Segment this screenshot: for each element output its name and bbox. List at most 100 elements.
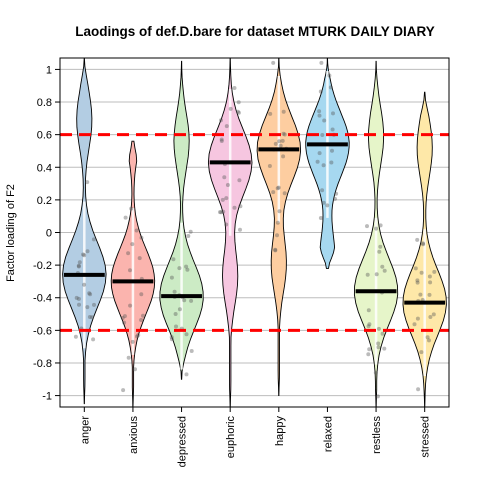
data-point bbox=[77, 302, 81, 307]
data-point bbox=[282, 132, 287, 137]
data-point bbox=[365, 272, 370, 277]
y-tick-label: 0.8 bbox=[37, 97, 52, 109]
data-point bbox=[129, 206, 134, 211]
data-point bbox=[236, 110, 241, 115]
data-point bbox=[228, 106, 233, 111]
data-point bbox=[130, 339, 135, 344]
data-point bbox=[334, 191, 339, 196]
mean-bars bbox=[63, 142, 446, 305]
data-point bbox=[419, 270, 424, 275]
data-point bbox=[419, 350, 424, 355]
data-point bbox=[82, 282, 87, 287]
data-point bbox=[365, 224, 369, 229]
data-point bbox=[317, 113, 322, 118]
data-point bbox=[328, 85, 333, 90]
data-point bbox=[173, 312, 178, 316]
data-point bbox=[120, 316, 125, 320]
data-point bbox=[122, 320, 127, 325]
data-point bbox=[281, 109, 286, 114]
data-point bbox=[219, 118, 223, 123]
data-point bbox=[136, 333, 141, 338]
data-point bbox=[322, 118, 327, 123]
x-tick-label: happy bbox=[274, 416, 286, 446]
data-point bbox=[137, 256, 142, 261]
data-point bbox=[329, 160, 334, 165]
data-point bbox=[415, 237, 420, 242]
data-point bbox=[267, 164, 272, 168]
violin-happy bbox=[256, 57, 302, 397]
data-point bbox=[427, 338, 431, 343]
data-point bbox=[375, 394, 380, 399]
y-tick-label: 1 bbox=[46, 64, 52, 76]
data-point bbox=[171, 257, 176, 262]
data-point bbox=[222, 175, 227, 180]
data-point bbox=[88, 292, 93, 297]
x-tick-label: euphoric bbox=[225, 416, 237, 459]
data-point bbox=[219, 210, 224, 215]
data-point bbox=[382, 268, 387, 273]
data-point bbox=[169, 335, 174, 340]
data-point bbox=[169, 275, 174, 280]
data-point bbox=[73, 334, 78, 339]
data-point bbox=[366, 308, 371, 313]
data-point bbox=[273, 248, 278, 253]
data-point bbox=[280, 138, 285, 143]
data-point bbox=[221, 209, 226, 214]
data-point bbox=[273, 141, 278, 146]
data-point bbox=[77, 260, 82, 265]
data-point bbox=[415, 280, 420, 285]
data-point bbox=[236, 100, 241, 105]
data-point bbox=[141, 313, 145, 318]
violin-layer bbox=[62, 57, 447, 408]
data-point bbox=[220, 197, 225, 202]
data-point bbox=[425, 335, 430, 340]
data-point bbox=[177, 266, 182, 271]
data-point bbox=[185, 267, 190, 272]
y-tick-label: 0.2 bbox=[37, 195, 52, 207]
data-point bbox=[273, 247, 278, 252]
data-point bbox=[184, 264, 189, 269]
y-tick-label: 0 bbox=[46, 228, 52, 240]
data-point bbox=[271, 60, 276, 65]
data-point bbox=[376, 345, 381, 350]
x-axis: anger anxious depressed euphoric happy relaxe… bbox=[79, 407, 432, 467]
y-axis-label: Factor loading of F2 bbox=[5, 184, 17, 282]
x-tick-label: anxious bbox=[128, 416, 140, 454]
data-point bbox=[174, 324, 178, 329]
data-point bbox=[333, 196, 337, 201]
data-point bbox=[133, 367, 137, 372]
data-point bbox=[315, 159, 320, 164]
data-point bbox=[139, 292, 144, 297]
data-point bbox=[330, 127, 335, 132]
data-point bbox=[321, 200, 326, 205]
data-point bbox=[376, 326, 381, 331]
data-point bbox=[87, 315, 92, 319]
data-point bbox=[134, 228, 139, 233]
data-point bbox=[327, 73, 332, 78]
data-point bbox=[232, 86, 237, 90]
y-tick-label: -0.6 bbox=[33, 325, 52, 337]
violin-depressed bbox=[159, 60, 204, 380]
data-point bbox=[378, 223, 383, 228]
data-point bbox=[238, 204, 243, 209]
data-point bbox=[271, 190, 276, 195]
y-tick-label: -0.2 bbox=[33, 260, 52, 272]
data-point bbox=[318, 89, 323, 94]
data-point bbox=[225, 183, 230, 187]
data-point bbox=[219, 139, 224, 143]
x-tick-label: stressed bbox=[420, 416, 432, 458]
data-point bbox=[219, 137, 224, 142]
data-point bbox=[366, 324, 371, 329]
data-point bbox=[319, 60, 324, 65]
data-point bbox=[431, 312, 436, 317]
data-point bbox=[81, 252, 86, 257]
data-point bbox=[277, 139, 282, 144]
data-point bbox=[139, 318, 144, 322]
data-point bbox=[275, 220, 280, 225]
data-point bbox=[121, 388, 126, 393]
data-point bbox=[184, 332, 189, 337]
data-point bbox=[278, 143, 283, 148]
data-point bbox=[415, 278, 420, 283]
data-point bbox=[366, 352, 371, 357]
data-point bbox=[416, 387, 421, 392]
